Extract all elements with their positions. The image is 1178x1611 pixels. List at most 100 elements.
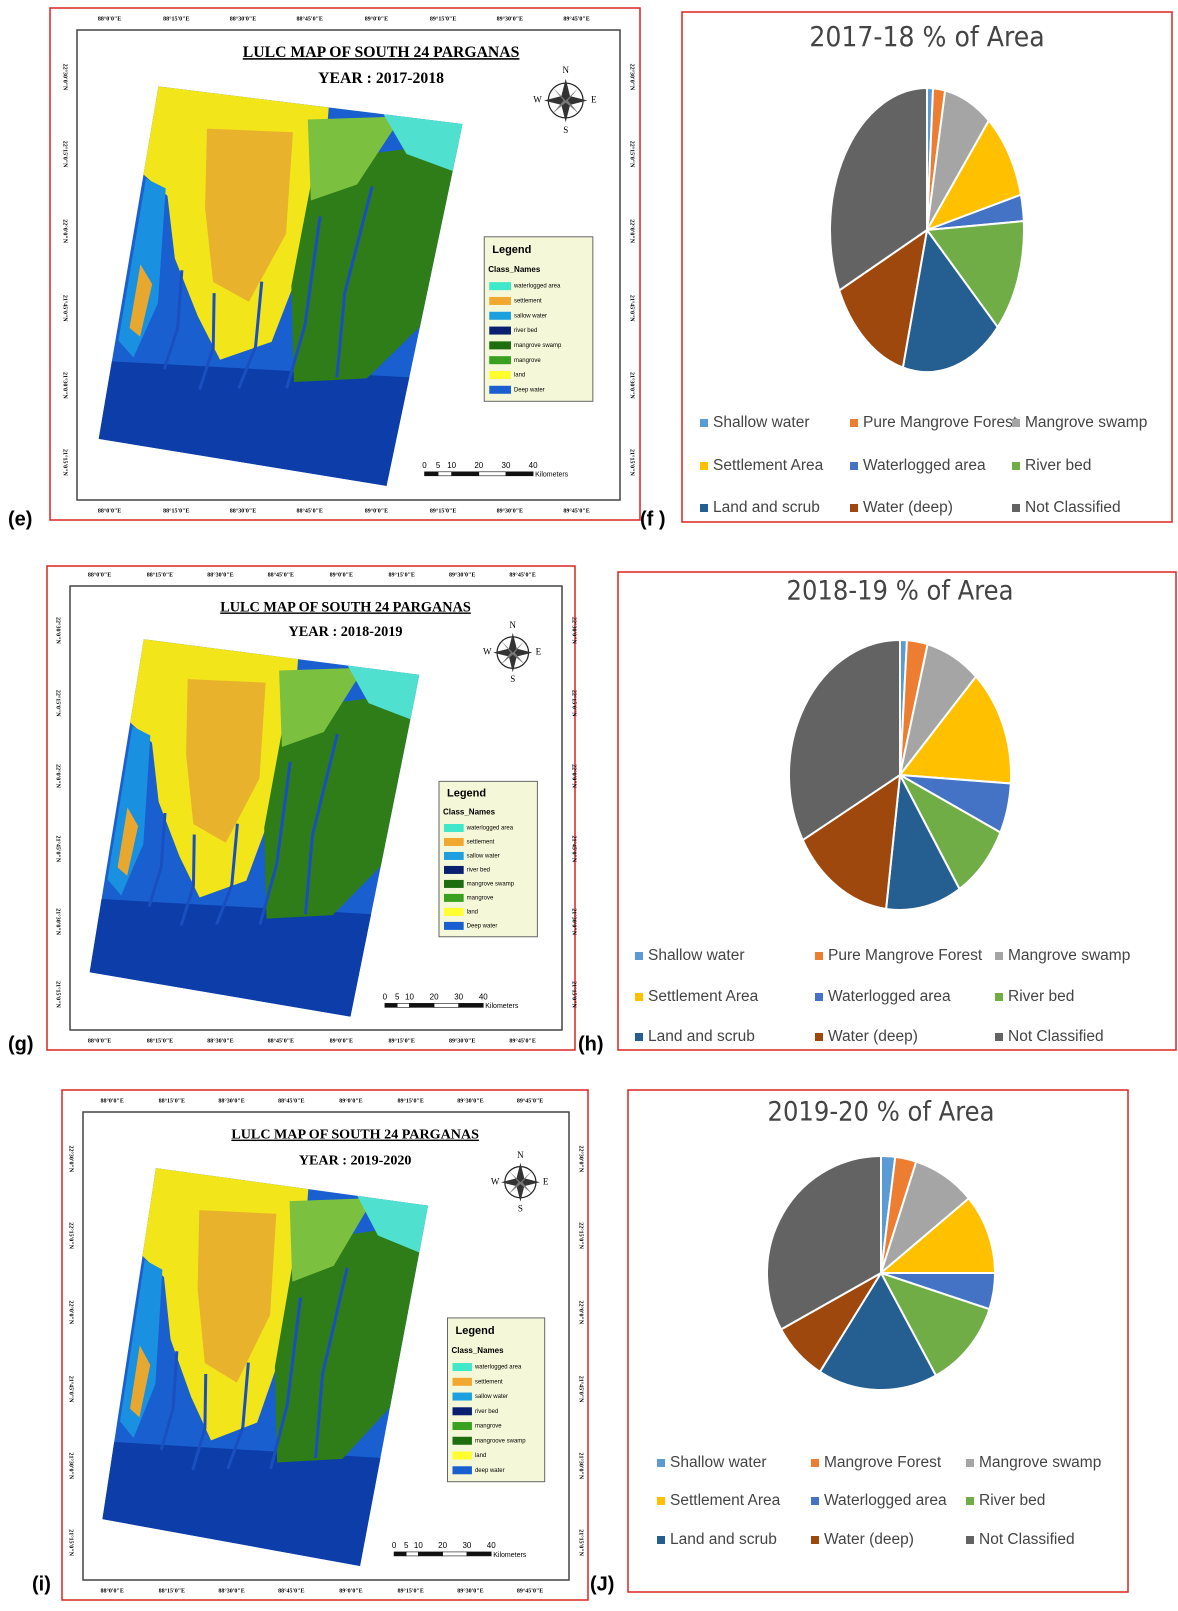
panel-label: (i) xyxy=(32,1573,51,1595)
map-legend-swatch xyxy=(453,1363,472,1371)
legend-swatch xyxy=(815,993,823,1001)
map-legend-subtitle: Class_Names xyxy=(488,265,541,274)
scale-segment xyxy=(479,472,506,476)
legend-swatch xyxy=(995,952,1003,960)
lat-label: 21°15'0"N xyxy=(68,1529,75,1556)
scale-label: 20 xyxy=(474,461,483,470)
scale-label: 5 xyxy=(395,992,400,1001)
scale-label: 30 xyxy=(454,992,463,1001)
panel-label: (f ) xyxy=(640,508,666,530)
scale-label: 5 xyxy=(436,461,441,470)
map-legend-swatch xyxy=(453,1422,472,1430)
map-legend-swatch xyxy=(444,838,464,846)
legend-label: Shallow water xyxy=(648,947,745,964)
lat-label: 22°30'0"N xyxy=(571,617,578,644)
legend-label: Settlement Area xyxy=(713,457,824,474)
lon-label: 88°15'0"E xyxy=(163,15,189,22)
legend-swatch xyxy=(657,1459,665,1467)
map-legend-label: mangrove swamp xyxy=(467,882,515,888)
lat-label: 22°15'0"N xyxy=(578,1222,585,1249)
legend-label: Settlement Area xyxy=(670,1492,781,1509)
lat-label: 21°15'0"N xyxy=(578,1529,585,1556)
legend-label: Settlement Area xyxy=(648,988,759,1005)
map-legend-title: Legend xyxy=(447,788,486,800)
scale-segment xyxy=(452,472,479,476)
lat-label: 22°0'0"N xyxy=(68,1300,75,1324)
legend-label: Mangrove swamp xyxy=(979,1454,1101,1471)
map-legend-label: mangrove xyxy=(475,1424,502,1430)
scale-segment xyxy=(418,1552,442,1556)
compass-letter: S xyxy=(510,674,515,684)
lon-label: 89°30'0"E xyxy=(457,1097,483,1104)
lon-label: 88°30'0"E xyxy=(230,15,256,22)
lon-label: 89°30'0"E xyxy=(457,1587,483,1594)
scale-segment xyxy=(394,1552,406,1556)
scale-segment xyxy=(459,1003,484,1007)
legend-label: Waterlogged area xyxy=(824,1492,947,1509)
lat-label: 22°30'0"N xyxy=(629,64,636,91)
lat-label: 21°30'0"N xyxy=(55,908,62,935)
map-legend-swatch xyxy=(489,327,511,335)
lat-label: 22°15'0"N xyxy=(68,1222,75,1249)
lon-label: 89°30'0"E xyxy=(497,15,523,22)
map-legend-subtitle: Class_Names xyxy=(452,1346,505,1355)
scale-label: 0 xyxy=(383,992,388,1001)
legend-swatch xyxy=(966,1497,974,1505)
compass-letter: S xyxy=(563,125,568,135)
scale-segment xyxy=(443,1552,467,1556)
scale-segment xyxy=(438,472,452,476)
scale-unit: Kilometers xyxy=(485,1003,519,1010)
legend-label: Mangrove swamp xyxy=(1025,414,1147,431)
legend-swatch xyxy=(966,1536,974,1544)
compass-letter: W xyxy=(483,647,492,657)
map-title: LULC MAP OF SOUTH 24 PARGANAS xyxy=(220,599,471,615)
map-legend-swatch xyxy=(453,1407,472,1415)
lat-label: 21°45'0"N xyxy=(578,1376,585,1403)
legend-swatch xyxy=(700,504,708,512)
map-legend-label: waterlogged area xyxy=(474,1365,522,1371)
map-legend-title: Legend xyxy=(456,1325,495,1337)
scale-segment xyxy=(425,472,439,476)
legend-swatch xyxy=(850,504,858,512)
lon-label: 88°30'0"E xyxy=(230,507,256,514)
lon-label: 88°30'0"E xyxy=(218,1097,244,1104)
lat-label: 21°15'0"N xyxy=(55,981,62,1008)
lon-label: 89°0'0"E xyxy=(330,1037,353,1044)
map-legend-label: Deep water xyxy=(467,923,498,929)
legend-swatch xyxy=(635,1033,643,1041)
lat-label: 22°15'0"N xyxy=(571,690,578,717)
lon-label: 88°45'0"E xyxy=(297,15,323,22)
lat-label: 21°45'0"N xyxy=(62,295,69,322)
lon-label: 89°45'0"E xyxy=(517,1587,543,1594)
chart-title: 2017-18 % of Area xyxy=(809,20,1044,53)
lon-label: 88°30'0"E xyxy=(218,1587,244,1594)
map-legend-swatch xyxy=(453,1466,472,1474)
legend-swatch xyxy=(1012,504,1020,512)
lat-label: 21°15'0"N xyxy=(571,981,578,1008)
lon-label: 88°0'0"E xyxy=(100,1587,123,1594)
lat-label: 21°45'0"N xyxy=(571,835,578,862)
map-legend-label: river bed xyxy=(475,1409,498,1415)
scale-label: 10 xyxy=(405,992,414,1001)
lon-label: 88°0'0"E xyxy=(88,571,111,578)
map-title: LULC MAP OF SOUTH 24 PARGANAS xyxy=(243,44,520,61)
compass-letter: E xyxy=(591,95,597,105)
panel-label: (J) xyxy=(590,1573,614,1595)
map-legend-label: land xyxy=(467,909,478,915)
lon-label: 89°45'0"E xyxy=(509,1037,535,1044)
lon-label: 88°45'0"E xyxy=(278,1587,304,1594)
lat-label: 22°0'0"N xyxy=(578,1300,585,1324)
legend-label: Land and scrub xyxy=(670,1531,777,1548)
scale-segment xyxy=(385,1003,397,1007)
lon-label: 89°15'0"E xyxy=(397,1587,423,1594)
legend-label: Water (deep) xyxy=(863,499,953,516)
lon-label: 89°15'0"E xyxy=(389,1037,415,1044)
chart-title: 2018-19 % of Area xyxy=(787,576,1014,607)
lat-label: 22°0'0"N xyxy=(55,764,62,788)
map-legend-label: sallow water xyxy=(514,313,547,319)
scale-segment xyxy=(409,1003,434,1007)
scale-unit: Kilometers xyxy=(493,1552,527,1559)
scale-label: 40 xyxy=(529,461,538,470)
lat-label: 22°15'0"N xyxy=(62,141,69,168)
